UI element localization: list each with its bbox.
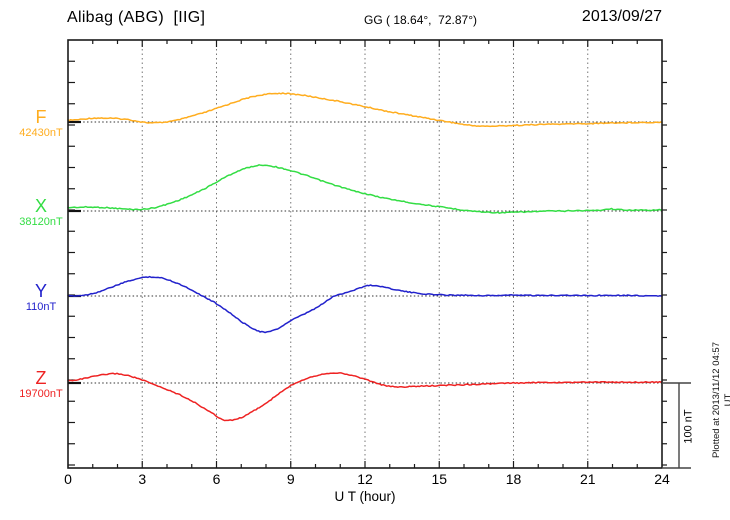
channel-baseline-value-z: 19700nT [19, 388, 63, 400]
channel-label-y: Y [34, 281, 47, 301]
x-tick-label-24: 24 [654, 471, 670, 487]
x-tick-label-6: 6 [212, 471, 221, 487]
x-axis-label: U T (hour) [334, 489, 396, 504]
channel-label-z: Z [35, 368, 47, 388]
channel-label-f: F [35, 107, 47, 127]
scale-bar-label: 100 nT [682, 409, 695, 444]
channel-baseline-value-x: 38120nT [19, 216, 63, 228]
channel-baseline-value-y: 110nT [25, 301, 57, 313]
channel-baseline-value-f: 42430nT [19, 127, 63, 139]
x-tick-label-3: 3 [138, 471, 147, 487]
x-tick-label-21: 21 [579, 471, 596, 487]
trace-x [67, 164, 663, 214]
trace-z [67, 372, 663, 422]
x-tick-label-9: 9 [286, 471, 295, 487]
trace-y [67, 275, 663, 334]
channel-label-x: X [34, 196, 47, 216]
plot-frame [67, 39, 663, 469]
x-tick-label-18: 18 [505, 471, 522, 487]
plot-date: 2013/09/27 [581, 8, 662, 25]
x-tick-label-15: 15 [431, 471, 448, 487]
plotted-at-note: Plotted at 2013/11/12 04:57 UT [711, 341, 730, 459]
trace-f [67, 92, 663, 128]
x-tick-label-12: 12 [357, 471, 373, 487]
geographic-coords: GG ( 18.64°, 72.87°) [364, 13, 477, 27]
x-tick-label-0: 0 [64, 471, 72, 487]
station-title: Alibag (ABG) [IIG] [67, 9, 206, 26]
